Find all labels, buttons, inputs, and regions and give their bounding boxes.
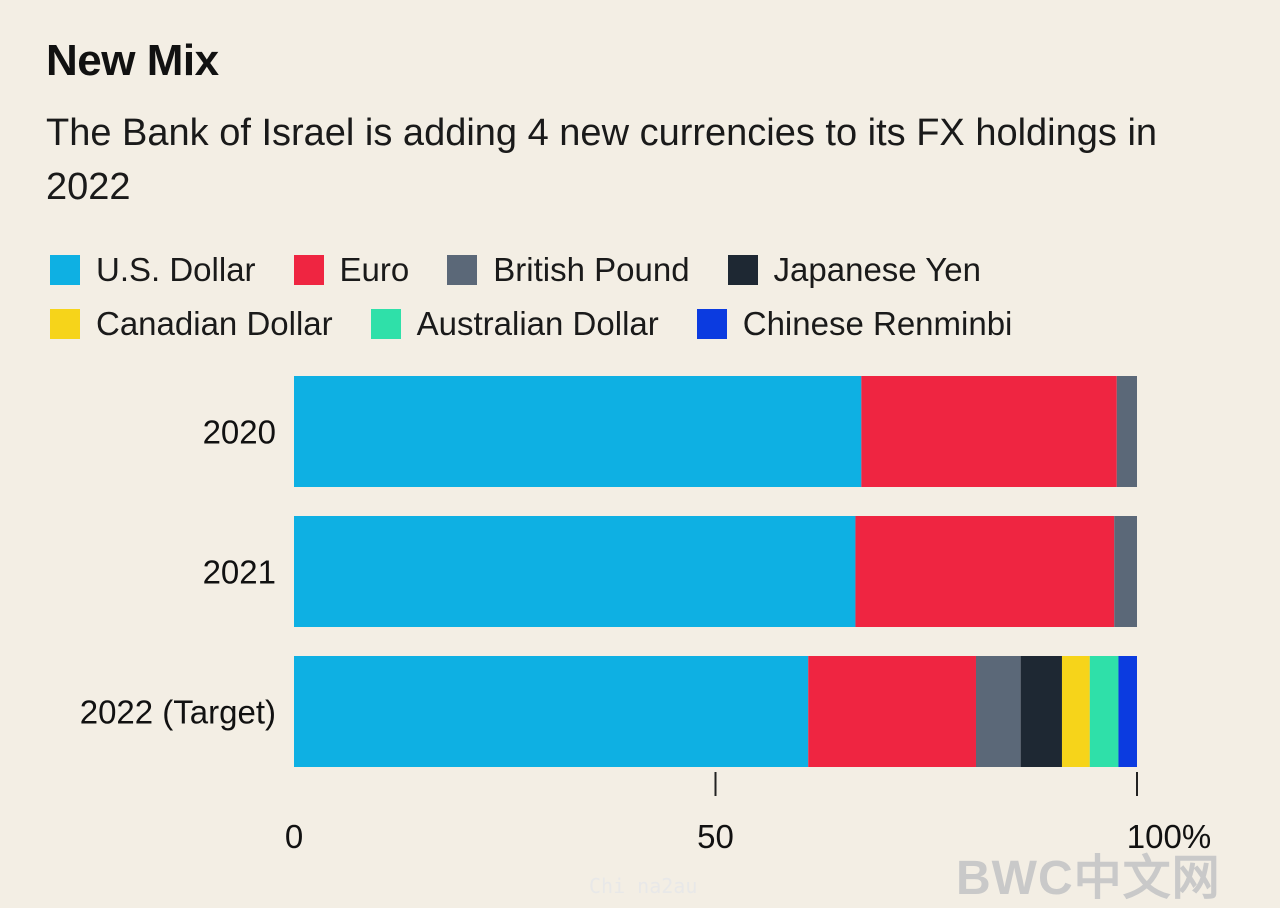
legend-label-australian-dollar: Australian Dollar — [416, 305, 659, 342]
legend-item-chinese-renminbi: Chinese Renminbi — [696, 305, 1013, 343]
category-label-2021: 2021 — [203, 554, 276, 591]
chart-subtitle: The Bank of Israel is adding 4 new curre… — [46, 112, 1158, 208]
legend-label-euro: Euro — [339, 251, 410, 288]
legend-item-japanese-yen: Japanese Yen — [727, 251, 981, 289]
category-label-2020: 2020 — [203, 414, 276, 451]
legend-swatch-british-pound — [447, 255, 478, 285]
legend: U.S. Dollar Euro British Pound Japanese … — [50, 243, 1250, 351]
chart-title: New Mix — [46, 36, 219, 85]
legend-swatch-australian-dollar — [370, 309, 401, 339]
category-label-2022-target: 2022 (Target) — [80, 694, 276, 731]
x-tick-label-100: 100% — [1127, 818, 1211, 855]
bar-segment-2021-u-s-dollar — [294, 516, 856, 627]
legend-label-chinese-renminbi: Chinese Renminbi — [742, 305, 1013, 342]
bar-segment-2022-target-u-s-dollar — [294, 656, 809, 767]
bar-segment-2021-euro — [855, 516, 1115, 627]
bar-segment-2022-target-chinese-renminbi — [1118, 656, 1137, 767]
legend-label-japanese-yen: Japanese Yen — [773, 251, 981, 288]
legend-item-us-dollar: U.S. Dollar — [50, 251, 256, 289]
legend-row-2: Canadian Dollar Australian Dollar Chines… — [50, 297, 1250, 351]
x-tick-label-0: 0 — [285, 818, 303, 855]
legend-swatch-euro — [293, 255, 324, 285]
legend-label-british-pound: British Pound — [493, 251, 690, 288]
bar-segment-2022-target-australian-dollar — [1089, 656, 1119, 767]
bar-segment-2022-target-canadian-dollar — [1061, 656, 1090, 767]
legend-label-us-dollar: U.S. Dollar — [96, 251, 256, 288]
legend-item-canadian-dollar: Canadian Dollar — [50, 305, 333, 343]
bar-segment-2020-u-s-dollar — [294, 376, 862, 487]
watermark-logo: BWC中文网 — [956, 852, 1221, 905]
legend-item-euro: Euro — [293, 251, 410, 289]
legend-swatch-canadian-dollar — [50, 309, 80, 339]
bar-segment-2022-target-british-pound — [975, 656, 1021, 767]
legend-label-canadian-dollar: Canadian Dollar — [96, 305, 333, 342]
bar-segment-2021-british-pound — [1114, 516, 1137, 627]
bar-segment-2022-target-japanese-yen — [1020, 656, 1062, 767]
bar-segment-2020-euro — [861, 376, 1117, 487]
legend-row-1: U.S. Dollar Euro British Pound Japanese … — [50, 243, 1250, 297]
legend-item-australian-dollar: Australian Dollar — [370, 305, 659, 343]
legend-item-british-pound: British Pound — [447, 251, 690, 289]
legend-swatch-japanese-yen — [727, 255, 758, 285]
watermark-text: Chi na2au — [589, 874, 698, 898]
bar-segment-2022-target-euro — [808, 656, 976, 767]
x-tick-label-50: 50 — [697, 818, 734, 855]
bar-segment-2020-british-pound — [1116, 376, 1137, 487]
legend-swatch-us-dollar — [50, 255, 80, 285]
legend-swatch-chinese-renminbi — [696, 309, 727, 339]
